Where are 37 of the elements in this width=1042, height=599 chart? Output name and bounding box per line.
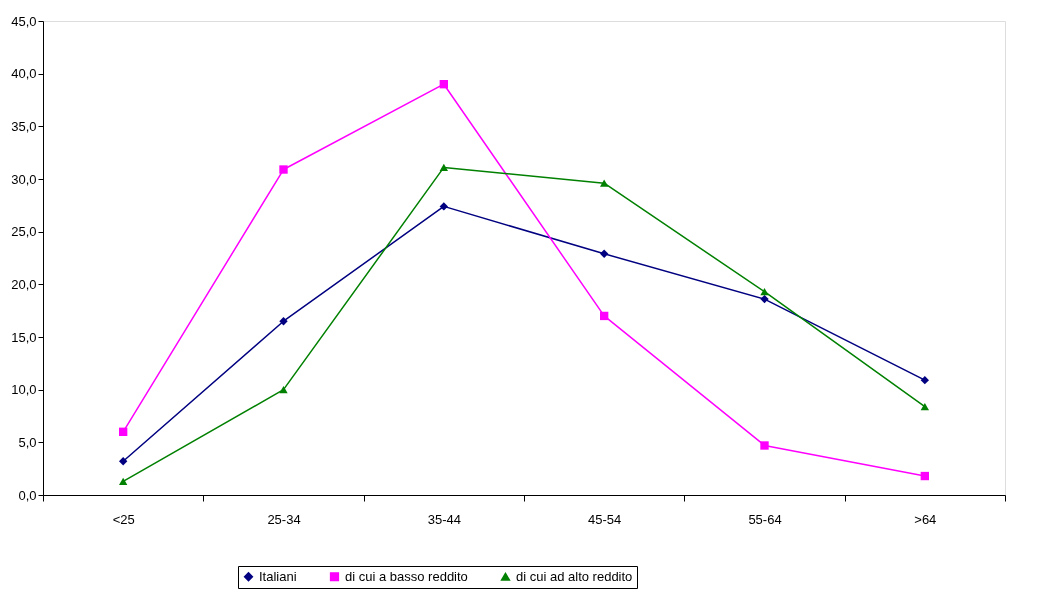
- point: [760, 288, 769, 296]
- y-tick-label: 25,0: [11, 224, 37, 240]
- y-tick-label: 10,0: [11, 382, 37, 398]
- point: [599, 311, 609, 321]
- point: [118, 427, 128, 436]
- point: [439, 202, 449, 211]
- point: [760, 294, 769, 304]
- point: [118, 457, 128, 466]
- point: [279, 317, 288, 326]
- x-tick-label: 35-44: [427, 511, 461, 527]
- point: [439, 163, 449, 172]
- y-tick-label: 15,0: [11, 329, 37, 345]
- y-tick-label: 45,0: [11, 13, 37, 29]
- legend-label: Italiani: [259, 568, 297, 584]
- point: [599, 179, 609, 187]
- point: [118, 477, 128, 485]
- legend-label: di cui a basso reddito: [345, 568, 468, 584]
- y-tick-label: 5,0: [18, 434, 37, 450]
- point: [599, 249, 609, 258]
- point: [279, 165, 288, 174]
- x-tick-label: 55-64: [748, 511, 782, 527]
- point: [279, 386, 288, 394]
- point: [439, 80, 449, 89]
- y-tick-label: 40,0: [11, 66, 37, 82]
- y-tick-label: 0,0: [18, 487, 37, 503]
- point: [920, 376, 930, 385]
- point: [920, 471, 930, 481]
- point: [920, 402, 930, 411]
- y-tick-label: 20,0: [11, 276, 37, 292]
- x-tick-label: >64: [914, 511, 937, 527]
- x-tick-label: 45-54: [588, 511, 622, 527]
- y-tick-label: 35,0: [11, 118, 37, 134]
- x-tick-label: <25: [112, 511, 135, 527]
- x-tick-label: 25-34: [267, 511, 301, 527]
- legend-label: di cui ad alto reddito: [516, 568, 633, 584]
- point: [760, 441, 769, 450]
- y-tick-label: 30,0: [11, 171, 37, 187]
